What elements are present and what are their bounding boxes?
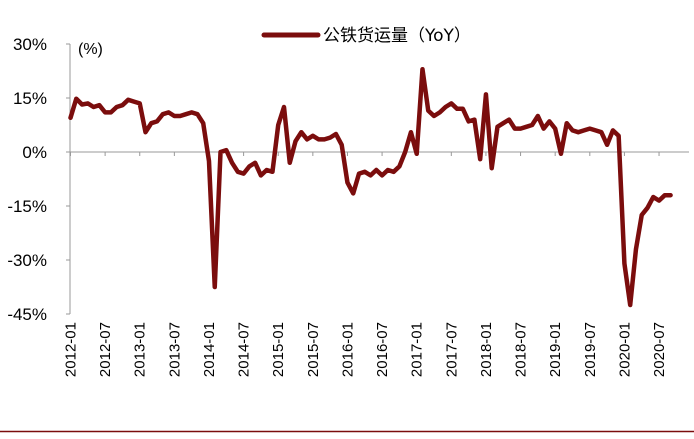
x-tick-label: 2016-01: [339, 322, 356, 377]
x-tick-label: 2016-07: [374, 322, 391, 377]
x-tick-label: 2018-01: [478, 322, 495, 377]
y-tick-label: 0%: [22, 143, 47, 162]
x-tick-label: 2018-07: [513, 322, 530, 377]
y-tick-label: -15%: [7, 197, 47, 216]
x-tick-label: 2014-07: [236, 322, 253, 377]
x-tick-label: 2019-01: [547, 322, 564, 377]
y-tick-label: 15%: [13, 89, 47, 108]
x-tick-label: 2019-07: [582, 322, 599, 377]
x-tick-label: 2015-01: [270, 322, 287, 377]
x-tick-label: 2014-01: [201, 322, 218, 377]
x-tick-label: 2012-07: [97, 322, 114, 377]
x-tick-label: 2017-07: [443, 322, 460, 377]
axes: [66, 43, 689, 315]
y-unit-label: (%): [78, 41, 103, 58]
y-tick-label: 30%: [13, 35, 47, 54]
x-tick-label: 2015-07: [305, 322, 322, 377]
legend: 公铁货运量（YoY）: [261, 26, 471, 46]
x-tick-label: 2020-07: [651, 322, 668, 377]
x-tick-label: 2012-01: [63, 322, 80, 377]
legend-label: 公铁货运量（YoY）: [323, 26, 471, 46]
y-tick-label: -45%: [7, 305, 47, 324]
x-tick-label: 2013-01: [132, 322, 149, 377]
y-tick-label: -30%: [7, 251, 47, 270]
x-tick-label: 2013-07: [166, 322, 183, 377]
x-tick-label: 2017-01: [409, 322, 426, 377]
series-line: [68, 66, 673, 308]
series-layer: [68, 66, 673, 308]
tick-labels: 30% 15% 0% -15% -30% -45% (%) 2012-01 2012-07 201…: [7, 35, 668, 377]
x-tick-label: 2020-01: [616, 322, 633, 377]
